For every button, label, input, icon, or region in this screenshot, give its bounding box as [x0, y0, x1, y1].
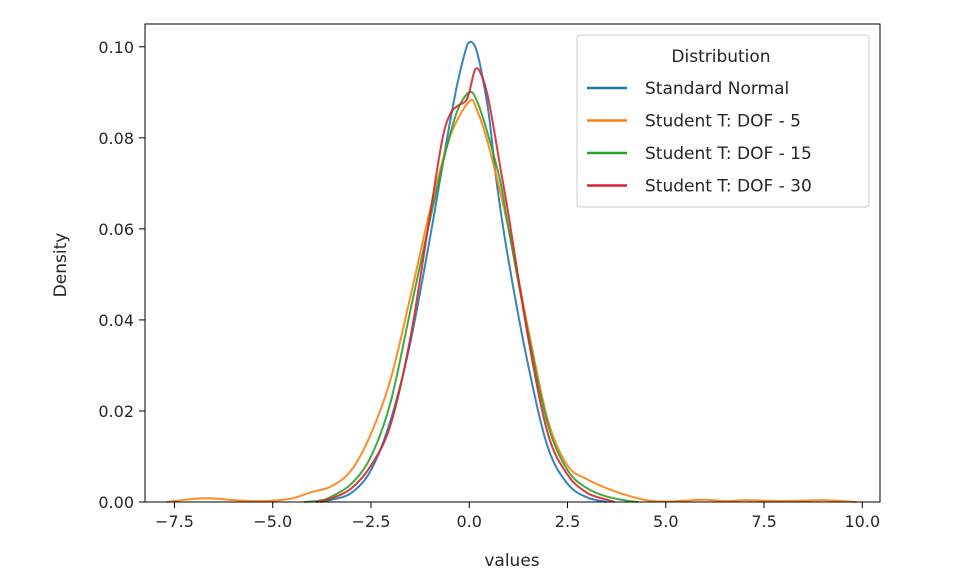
y-tick-label: 0.08	[98, 129, 134, 148]
plot-frame	[144, 23, 881, 503]
y-tick-label: 0.00	[98, 493, 134, 512]
legend-label-1: Standard Normal	[645, 79, 789, 99]
legend-label-3: Student T: DOF - 15	[645, 144, 812, 164]
series-line-1	[319, 40, 608, 503]
y-tick-label: 0.02	[98, 402, 134, 421]
y-tick-label: 0.06	[98, 220, 134, 239]
x-axis: −7.5 −5.0 −2.5 0.0 2.5 5.0 7.5 10.0	[155, 502, 880, 531]
y-axis: 0.00 0.02 0.04 0.06 0.08 0.10	[98, 38, 145, 512]
x-tick-label: 0.0	[457, 512, 482, 531]
x-tick-label: 2.5	[555, 512, 580, 531]
x-tick-label: −7.5	[155, 512, 194, 531]
x-tick-label: 7.5	[751, 512, 776, 531]
series-line-3	[304, 90, 639, 503]
series-line-4	[315, 67, 615, 503]
x-tick-label: 10.0	[845, 512, 881, 531]
x-tick-label: −5.0	[253, 512, 292, 531]
legend-box	[576, 34, 870, 208]
y-tick-label: 0.04	[98, 311, 134, 330]
legend-label-2: Student T: DOF - 5	[645, 112, 801, 132]
legend-label-4: Student T: DOF - 30	[645, 177, 812, 197]
legend-title: Distribution	[671, 47, 770, 67]
series-lines	[166, 40, 857, 503]
y-axis-label: Density	[51, 233, 71, 298]
x-tick-label: −2.5	[352, 512, 391, 531]
legend: Distribution Standard Normal Student T: D…	[576, 34, 870, 208]
x-tick-label: 5.0	[653, 512, 678, 531]
x-axis-label: values	[484, 551, 539, 571]
y-tick-label: 0.10	[98, 38, 134, 57]
